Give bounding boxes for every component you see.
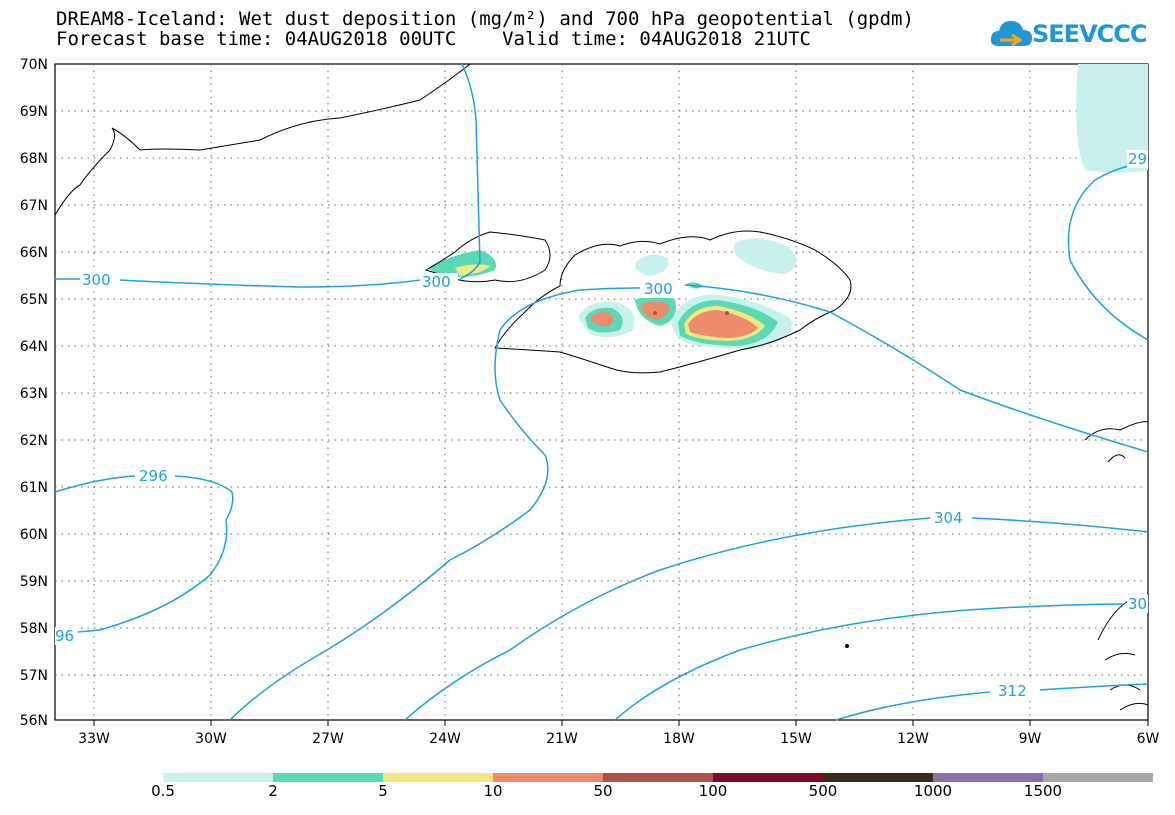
axis-ticks bbox=[93, 720, 1149, 726]
colorbar-segment bbox=[713, 773, 823, 782]
contour-label: 296 bbox=[139, 467, 168, 485]
colorbar-segment bbox=[493, 773, 603, 782]
colorbar-segment bbox=[603, 773, 713, 782]
coastlines bbox=[54, 63, 1149, 711]
latitude-labels: 70N 69N 68N 67N 66N 65N 64N 63N 62N 61N … bbox=[20, 57, 48, 729]
contour-300-south bbox=[229, 289, 581, 721]
deposition-area bbox=[733, 238, 797, 274]
lon-label: 18W bbox=[663, 731, 695, 747]
contour-label: 30 bbox=[1128, 595, 1147, 613]
contour-308 bbox=[614, 603, 1126, 721]
colorbar-label: 500 bbox=[808, 782, 838, 800]
lat-label: 56N bbox=[20, 713, 48, 729]
longitude-labels: 33W 30W 27W 24W 21W 18W 15W 12W 9W 6W bbox=[78, 731, 1159, 747]
deposition-area bbox=[635, 254, 669, 276]
colorbar-segment bbox=[933, 773, 1043, 782]
lat-label: 68N bbox=[20, 151, 48, 167]
lon-label: 21W bbox=[546, 731, 578, 747]
map-frame bbox=[54, 63, 1149, 721]
contour-label: 29 bbox=[1128, 150, 1147, 168]
deposition-area bbox=[641, 301, 670, 320]
lon-label: 33W bbox=[78, 731, 110, 747]
lon-label: 15W bbox=[780, 731, 812, 747]
lat-label: 67N bbox=[20, 198, 48, 214]
lat-label: 63N bbox=[20, 386, 48, 402]
title-line-1: DREAM8-Iceland: Wet dust deposition (mg/… bbox=[56, 8, 914, 30]
contour-label: 300 bbox=[644, 280, 673, 298]
colorbar-segment bbox=[383, 773, 493, 782]
lon-label: 12W bbox=[897, 731, 929, 747]
colorbar-segment bbox=[823, 773, 933, 782]
lat-label: 57N bbox=[20, 668, 48, 684]
logo-text: SEEVCCC bbox=[1032, 20, 1147, 48]
greenland-coast bbox=[54, 63, 471, 216]
colorbar-label: 10 bbox=[483, 782, 503, 800]
contour-labels: 300 300 300 296 96 304 312 29 30 bbox=[55, 150, 1148, 700]
lat-label: 59N bbox=[20, 574, 48, 590]
lat-label: 60N bbox=[20, 527, 48, 543]
deposition-area bbox=[590, 312, 614, 327]
lat-label: 61N bbox=[20, 480, 48, 496]
contour-label: 312 bbox=[998, 682, 1027, 700]
lat-label: 64N bbox=[20, 339, 48, 355]
contour-300-west bbox=[55, 63, 481, 288]
contour-312 bbox=[835, 683, 1149, 721]
iceland-westfjords-coast bbox=[424, 231, 551, 283]
faroe-islands-coast bbox=[1084, 421, 1149, 463]
colorbar-label: 0.5 bbox=[151, 782, 175, 800]
lon-label: 30W bbox=[195, 731, 227, 747]
lon-label: 6W bbox=[1137, 731, 1160, 747]
deposition-peak bbox=[653, 311, 657, 315]
deposition-area bbox=[455, 264, 490, 276]
graticule bbox=[55, 64, 1148, 720]
lat-label: 66N bbox=[20, 245, 48, 261]
colorbar-segment bbox=[163, 773, 273, 782]
rockall-island bbox=[845, 644, 849, 648]
title-line-2: Forecast base time: 04AUG2018 00UTC Vali… bbox=[56, 28, 811, 50]
colorbar-label: 5 bbox=[378, 782, 388, 800]
geopotential-contours bbox=[55, 63, 1149, 721]
contour-label: 304 bbox=[934, 509, 963, 527]
colorbar-label: 2 bbox=[268, 782, 278, 800]
lat-label: 70N bbox=[20, 57, 48, 73]
deposition-peak bbox=[725, 311, 729, 315]
contour-296-ne bbox=[1067, 162, 1149, 341]
deposition-area bbox=[688, 310, 758, 338]
colorbar-label: 1500 bbox=[1023, 782, 1063, 800]
lon-label: 24W bbox=[429, 731, 461, 747]
colorbar-label: 50 bbox=[593, 782, 613, 800]
colorbar-label: 1000 bbox=[913, 782, 953, 800]
contour-300-east bbox=[579, 284, 1149, 453]
lat-label: 69N bbox=[20, 104, 48, 120]
lon-label: 27W bbox=[312, 731, 344, 747]
lat-label: 58N bbox=[20, 621, 48, 637]
lat-label: 65N bbox=[20, 292, 48, 308]
colorbar-segment bbox=[1043, 773, 1153, 782]
lat-label: 62N bbox=[20, 433, 48, 449]
contour-label: 300 bbox=[422, 273, 451, 291]
cloud-icon bbox=[990, 21, 1032, 47]
colorbar-segment bbox=[273, 773, 383, 782]
contour-304 bbox=[404, 517, 1149, 721]
contour-label: 300 bbox=[82, 271, 111, 289]
iceland-coast bbox=[494, 230, 852, 374]
seevccc-logo: SEEVCCC bbox=[990, 16, 1150, 60]
colorbar-label: 100 bbox=[698, 782, 728, 800]
colorbar bbox=[163, 773, 1153, 782]
lon-label: 9W bbox=[1019, 731, 1042, 747]
deposition-area-ne bbox=[1076, 64, 1148, 173]
dust-deposition-field bbox=[428, 64, 1148, 349]
contour-label: 96 bbox=[55, 627, 74, 645]
